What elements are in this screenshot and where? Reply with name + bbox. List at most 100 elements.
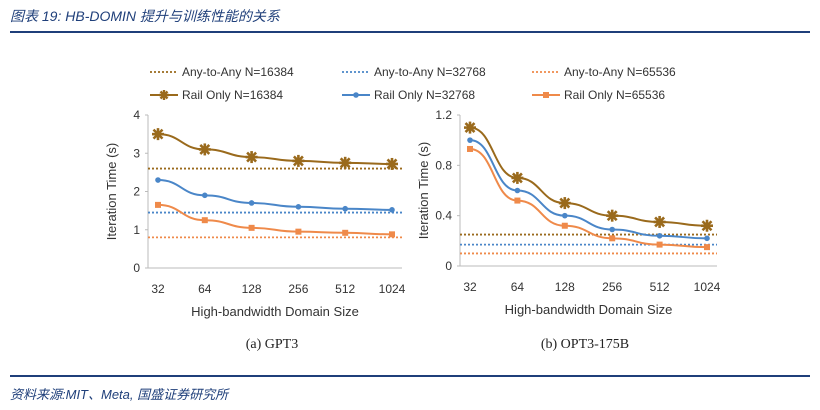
x-tick-label: 64 [511,280,525,294]
figure-title: 图表 19: HB-DOMIN 提升与训练性能的关系 [10,8,280,24]
star-marker [558,197,571,210]
circle-marker [467,137,473,143]
star-stroke [339,157,351,169]
star-stroke [152,128,164,140]
x-tick-label: 256 [602,280,622,294]
star-marker [701,219,713,232]
star-marker [198,143,211,156]
bottom-rule [10,375,810,377]
circle-marker [656,233,663,239]
legend-item-ata-16384: Any-to-Any N=16384 [150,65,294,79]
x-tick-label: 256 [288,282,308,296]
legend-item-ata-65536: Any-to-Any N=65536 [532,65,676,79]
circle-marker [562,212,568,219]
circle-marker [342,205,349,212]
circle-marker [248,200,255,206]
rail-only-line [157,133,393,165]
legend: Any-to-Any N=16384 Any-to-Any N=32768 An… [150,65,676,102]
legend-item-rail-16384: Rail Only N=16384 [150,88,283,102]
circle-marker [609,226,615,233]
x-tick-label: 512 [335,282,355,296]
star-stroke [464,122,476,134]
square-marker [561,222,568,229]
circle-marker [295,204,302,210]
legend-label: Rail Only N=32768 [374,88,475,102]
rail-only-line [157,203,393,236]
x-tick-label: 1024 [694,280,721,294]
legend-item-ata-32768: Any-to-Any N=32768 [342,65,486,79]
square-marker [295,228,302,235]
square-marker [704,244,710,251]
star-marker [292,154,305,167]
legend-item-rail-65536: Rail Only N=65536 [532,88,665,102]
square-marker [514,197,521,204]
circle-marker-icon [353,92,359,98]
charts-svg: Any-to-Any N=16384 Any-to-Any N=32768 An… [104,65,721,352]
star-marker [464,121,476,134]
star-marker [606,209,619,222]
star-marker [152,128,164,141]
star-stroke [654,216,666,228]
star-marker [339,156,352,169]
circle-marker [202,192,208,199]
square-marker [155,201,161,208]
chart-b-caption: (b) OPT3-175B [541,337,629,352]
square-marker [656,241,663,248]
circle-marker [389,207,395,213]
x-tick-label: 64 [198,282,212,296]
square-marker [342,229,349,236]
x-tick-label: 1024 [379,282,406,296]
y-tick-label: 0.8 [435,158,452,172]
legend-label: Any-to-Any N=65536 [564,65,676,79]
rail-only-line [469,147,708,249]
star-stroke [701,220,713,232]
circle-marker [514,187,521,194]
y-tick-label: 2 [133,185,140,199]
chart-a-caption: (a) GPT3 [246,337,299,352]
y-tick-label: 1.2 [435,108,452,122]
square-marker-icon [543,92,549,98]
star-marker [511,171,524,184]
y-tick-label: 1 [133,223,140,237]
y-tick-label: 0 [445,259,452,273]
star-stroke [386,158,398,170]
rail-only-line [157,179,393,211]
x-tick-label: 512 [650,280,670,294]
y-tick-label: 0.4 [435,209,452,223]
legend-label: Rail Only N=65536 [564,88,665,102]
star-stroke [292,155,304,167]
chart-b: 0 0.4 0.8 1.2 32 64 128 256 512 1024 High-bandwidt… [416,108,721,317]
source-note: 资料来源:MIT、Meta, 国盛证券研究所 [10,387,229,402]
chart-a: 0 1 2 3 4 32 64 128 256 512 1024 High-bandwidth Dom… [104,108,406,319]
x-axis-label: High-bandwidth Domain Size [505,302,673,317]
star-stroke [511,172,523,184]
rail-only-line [469,139,708,240]
y-axis-label: Iteration Time (s) [416,142,431,240]
x-tick-label: 32 [463,280,477,294]
star-stroke [199,144,211,155]
y-tick-label: 3 [133,146,140,160]
square-marker [609,235,616,242]
y-tick-label: 4 [133,108,140,122]
square-marker [201,217,208,224]
square-marker [248,224,255,231]
circle-marker [704,235,710,242]
circle-marker [155,177,161,183]
y-tick-label: 0 [133,261,140,275]
star-stroke [246,151,258,163]
x-tick-label: 128 [242,282,262,296]
top-rule [10,31,810,33]
star-marker [245,151,258,164]
y-axis-label: Iteration Time (s) [104,143,119,241]
x-tick-label: 32 [151,282,165,296]
star-marker [386,157,398,170]
square-marker [389,231,395,238]
square-marker [467,145,473,152]
star-marker [653,215,666,228]
legend-label: Any-to-Any N=32768 [374,65,486,79]
x-axis-label: High-bandwidth Domain Size [191,304,359,319]
star-stroke [606,210,618,222]
rail-only-line [469,126,708,227]
legend-label: Rail Only N=16384 [182,88,283,102]
star-stroke [559,197,571,209]
